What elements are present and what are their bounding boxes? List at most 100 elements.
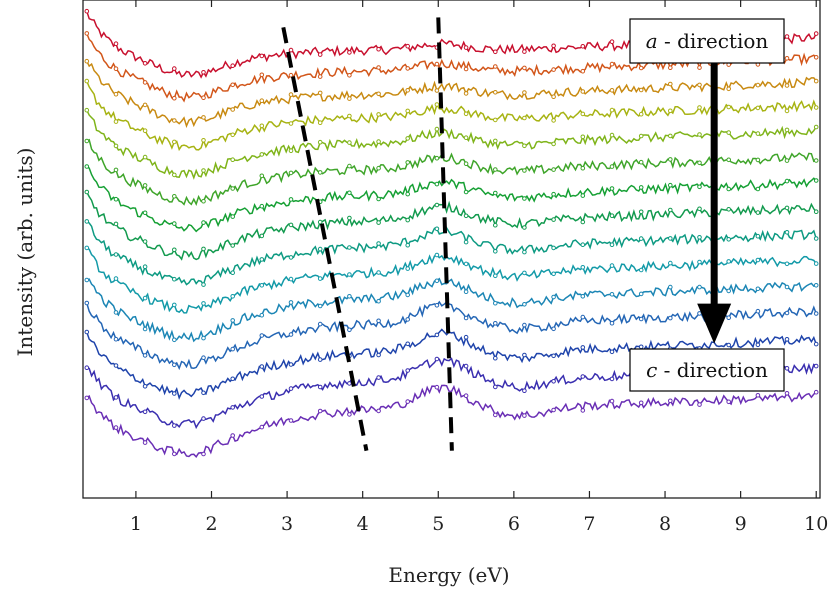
spectrum-marker [113, 167, 119, 173]
x-tick-label: 10 [804, 513, 828, 535]
spectrum-marker [784, 108, 790, 114]
dashed-feature-line [281, 27, 369, 452]
spectrum-marker [113, 66, 119, 71]
spectrum-marker [463, 363, 469, 369]
spectrum-marker [813, 31, 819, 36]
spectrum-marker [434, 155, 440, 161]
spectrum-marker [84, 78, 90, 84]
spectrum-marker [259, 283, 265, 288]
spectrum-marker [84, 395, 90, 401]
spectrum-marker [668, 315, 673, 321]
spectrum-marker [259, 257, 265, 262]
spectrum-marker [434, 202, 440, 208]
spectrum-marker [726, 342, 732, 348]
spectrum-marker [84, 300, 90, 306]
spectrum-marker [347, 73, 352, 78]
spectrum-marker [580, 219, 586, 225]
spectrum-marker [172, 221, 177, 226]
spectrum-marker [638, 400, 644, 406]
spectrum-marker [726, 86, 732, 92]
spectrum-marker [172, 118, 177, 123]
spectrum-marker [580, 134, 586, 140]
spectrum-marker [142, 326, 148, 332]
spectrum-marker [230, 376, 235, 382]
spectrum-marker [317, 276, 323, 281]
c-direction-annotation-box [629, 348, 785, 392]
spectrum-marker [522, 196, 527, 201]
spectrum-marker [230, 270, 235, 276]
spectrum-marker [638, 209, 644, 215]
spectrum-series [86, 300, 817, 371]
spectrum-marker [813, 389, 819, 395]
spectrum-marker [259, 333, 265, 338]
spectrum-marker [755, 342, 761, 348]
spectrum-marker [522, 388, 527, 394]
x-tick-label: 8 [659, 513, 671, 535]
spectrum-marker [142, 384, 148, 389]
spectrum-marker [638, 236, 644, 241]
spectrum-marker [755, 308, 761, 314]
spectrum-marker [609, 242, 615, 247]
x-tick-label: 1 [130, 513, 142, 535]
spectrum-marker [347, 215, 352, 221]
spectrum-marker [784, 337, 790, 342]
plot-border [82, 0, 821, 499]
spectrum-marker [638, 111, 644, 117]
spectrum-marker [493, 167, 498, 172]
spectrum-marker [201, 355, 206, 361]
x-axis-title: Energy (eV) [388, 563, 509, 587]
spectrum-marker [84, 107, 90, 113]
spectrum-marker [434, 102, 440, 107]
spectrum-marker [726, 237, 732, 242]
spectrum-marker [493, 300, 498, 306]
spectrum-marker [784, 158, 790, 163]
spectrum-marker [813, 311, 819, 316]
spectrum-marker [551, 94, 556, 99]
spectrum-marker [201, 70, 206, 75]
spectrum-marker [784, 284, 790, 290]
spectrum-marker [230, 405, 235, 410]
spectrum-marker [405, 136, 411, 141]
spectrum-marker [405, 399, 411, 404]
spectrum-marker [609, 186, 615, 191]
spectrum-marker [347, 294, 352, 299]
spectrum-marker [784, 127, 790, 133]
spectrum-marker [463, 161, 469, 166]
spectrum-series [86, 165, 817, 233]
spectrum-marker [697, 235, 702, 240]
x-tick-label: 9 [735, 513, 747, 535]
spectrum-marker [201, 451, 206, 457]
spectrum-marker [113, 395, 119, 400]
spectrum-marker [317, 170, 323, 175]
spectrum-marker [113, 336, 119, 342]
direction-annotations: a - direction c - direction [629, 18, 785, 392]
spectrum-marker [580, 193, 586, 198]
spectrum-marker [434, 278, 440, 284]
spectrum-marker [493, 355, 498, 361]
spectrum-marker [434, 126, 440, 132]
spectrum-marker [551, 353, 556, 359]
spectrum-marker [376, 241, 381, 246]
spectrum-marker [668, 157, 673, 162]
spectrum-marker [463, 213, 469, 219]
c-direction-annotation: c - direction [629, 348, 785, 392]
x-axis-ticks: 1 2 3 4 5 6 7 8 9 10 [130, 0, 828, 535]
spectrum-marker [463, 135, 469, 140]
spectrum-marker [376, 139, 381, 144]
spectrum-marker [580, 408, 586, 413]
spectrum-marker [376, 270, 381, 275]
spectrum-marker [434, 332, 440, 338]
spectrum-marker [697, 311, 702, 316]
spectrum-marker [551, 294, 556, 300]
spectrum-marker [84, 31, 90, 36]
spectrum-marker [172, 337, 177, 343]
spectrum-marker [172, 423, 177, 428]
spectrum-marker [755, 286, 761, 292]
spectrum-marker [376, 91, 381, 97]
spectrum-marker [522, 143, 527, 149]
spectrum-marker [493, 49, 498, 55]
spectrum-marker [463, 261, 469, 267]
spectrum-marker [230, 186, 235, 191]
spectrum-marker [113, 310, 119, 315]
spectrum-marker [463, 315, 469, 321]
